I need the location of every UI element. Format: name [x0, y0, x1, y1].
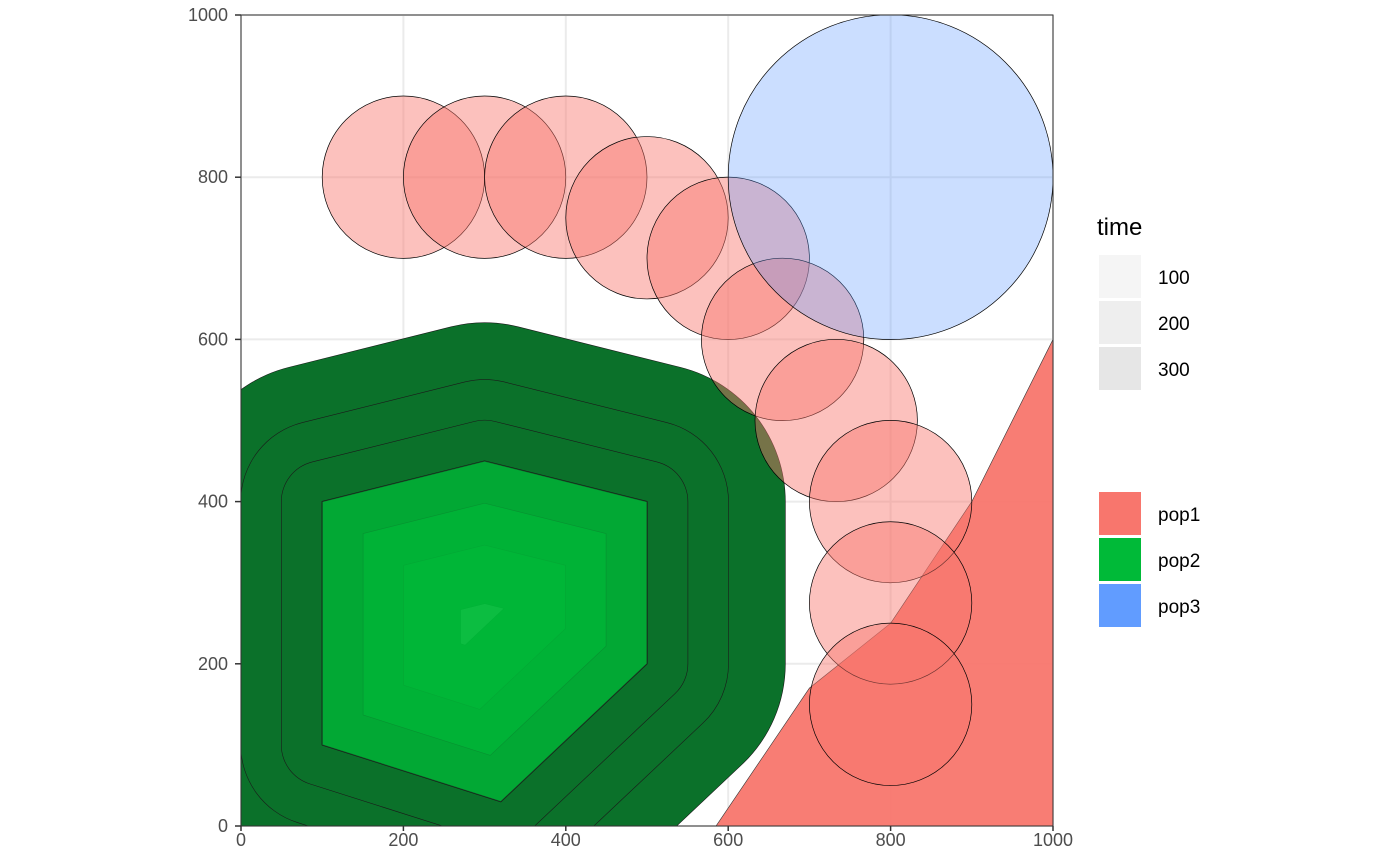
legend-label-pop3: pop3 [1158, 597, 1200, 618]
legend-label-pop2: pop2 [1158, 551, 1200, 572]
time-legend-key-200 [1099, 301, 1141, 344]
x-tick-label-800: 800 [876, 830, 906, 850]
x-tick-label-600: 600 [713, 830, 743, 850]
pop1-circle-9 [809, 622, 973, 786]
y-tick-label-1000: 1000 [188, 5, 228, 25]
panel-border [240, 14, 1054, 827]
pop1-circle-8 [809, 521, 973, 685]
y-tick-label-200: 200 [198, 654, 228, 674]
time-legend-key-100 [1099, 255, 1141, 298]
pop1-circle-6 [754, 338, 918, 503]
pop2-region-core-edge [321, 460, 648, 803]
y-tick-label-0: 0 [218, 816, 228, 836]
legend-key-pop2 [1099, 538, 1141, 581]
x-tick-label-0: 0 [236, 830, 246, 850]
pop3-circle [727, 15, 1053, 340]
pop1-circle-3 [565, 136, 729, 300]
legend-key-pop1 [1099, 492, 1141, 535]
legend-label-pop1: pop1 [1158, 505, 1200, 526]
y-tick-label-800: 800 [198, 167, 228, 187]
pop2-region-core [322, 461, 647, 802]
time-legend-title: time [1097, 214, 1142, 241]
y-tick-label-600: 600 [198, 329, 228, 349]
time-legend: time 100 200 300 [1097, 214, 1190, 390]
time-legend-key-300 [1099, 347, 1141, 390]
time-legend-label-100: 100 [1158, 268, 1190, 289]
x-tick-label-400: 400 [551, 830, 581, 850]
x-tick-label-200: 200 [388, 830, 418, 850]
time-legend-label-300: 300 [1158, 360, 1190, 381]
pop1-circle-2 [484, 95, 648, 259]
time-legend-label-200: 200 [1158, 314, 1190, 335]
pop1-circle-7 [809, 420, 973, 584]
population-legend: pop1 pop2 pop3 [1099, 492, 1200, 627]
axes: 0 200 400 600 800 1000 0 200 400 600 800 1000 [188, 5, 1073, 850]
y-tick-label-400: 400 [198, 492, 228, 512]
pop1-circle-5 [701, 257, 865, 421]
legend-key-pop3 [1099, 584, 1141, 627]
data-layer [241, 15, 1053, 826]
x-tick-label-1000: 1000 [1033, 830, 1073, 850]
